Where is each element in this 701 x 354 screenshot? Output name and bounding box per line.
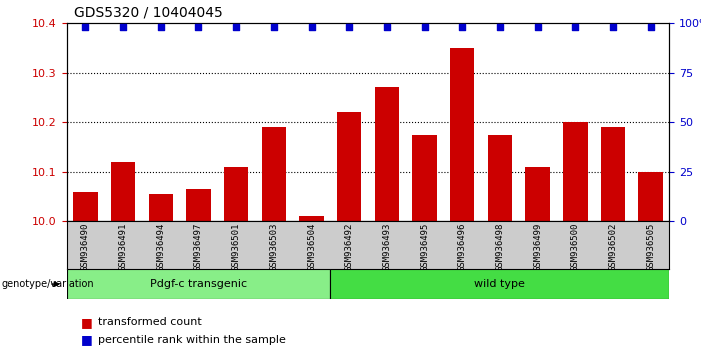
Text: GSM936491: GSM936491 [118,223,128,271]
Text: ■: ■ [81,333,93,346]
Text: GDS5320 / 10404045: GDS5320 / 10404045 [74,5,222,19]
Text: wild type: wild type [475,279,525,289]
Point [532,24,543,30]
Text: ■: ■ [81,316,93,329]
Point [645,24,656,30]
Text: GSM936490: GSM936490 [81,223,90,271]
Text: GSM936495: GSM936495 [420,223,429,271]
Text: GSM936494: GSM936494 [156,223,165,271]
Text: GSM936499: GSM936499 [533,223,542,271]
Text: GSM936498: GSM936498 [496,223,505,271]
Text: GSM936503: GSM936503 [269,223,278,271]
Bar [337,112,362,221]
Point [155,24,166,30]
Text: GSM936497: GSM936497 [194,223,203,271]
Bar [299,216,324,221]
Point [118,24,129,30]
Bar [261,127,286,221]
Text: GSM936502: GSM936502 [608,223,618,271]
Text: GSM936501: GSM936501 [231,223,240,271]
Point [193,24,204,30]
Point [306,24,317,30]
Bar [488,135,512,221]
Bar [330,269,669,299]
Text: GSM936492: GSM936492 [345,223,354,271]
Bar [186,189,211,221]
Point [381,24,393,30]
Point [570,24,581,30]
Bar [149,194,173,221]
Bar [73,192,97,221]
Point [419,24,430,30]
Text: percentile rank within the sample: percentile rank within the sample [98,335,286,345]
Text: GSM936500: GSM936500 [571,223,580,271]
Bar [525,167,550,221]
Text: GSM936493: GSM936493 [382,223,391,271]
Text: transformed count: transformed count [98,317,202,327]
Point [231,24,242,30]
Text: genotype/variation: genotype/variation [1,279,94,289]
Text: GSM936504: GSM936504 [307,223,316,271]
Bar [450,48,475,221]
Text: Pdgf-c transgenic: Pdgf-c transgenic [150,279,247,289]
Text: GSM936496: GSM936496 [458,223,467,271]
Text: GSM936505: GSM936505 [646,223,655,271]
Bar [601,127,625,221]
Point [343,24,355,30]
Point [494,24,505,30]
Point [268,24,280,30]
Point [607,24,618,30]
Bar [224,167,248,221]
Point [80,24,91,30]
Bar [111,162,135,221]
Bar [374,87,399,221]
Bar [412,135,437,221]
Bar [639,172,663,221]
Point [456,24,468,30]
Bar [67,269,330,299]
Bar [563,122,587,221]
